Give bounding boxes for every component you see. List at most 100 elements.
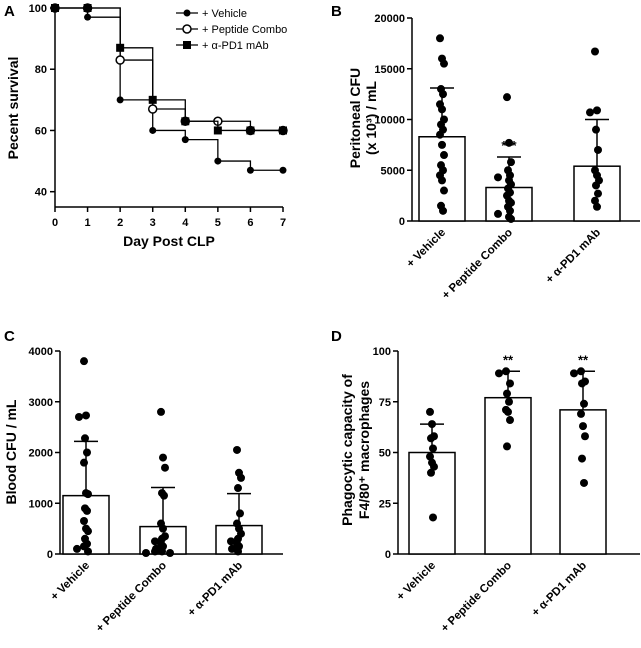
panel-d-category-label: + Vehicle xyxy=(395,560,439,604)
panel-a-point xyxy=(246,126,255,135)
panel-a-point xyxy=(83,4,92,12)
panel-d-category-label: + α-PD1 mAb xyxy=(530,560,589,619)
panel-d-data-point xyxy=(427,434,435,443)
panel-a-series-line-2 xyxy=(55,7,283,132)
panel-c-blood-chart: 0 1000 2000 3000 4000 + Vehicle + Peptide Comb… xyxy=(3,346,283,635)
panel-c-y-tick-label: 2000 xyxy=(29,448,53,460)
panel-c-data-point xyxy=(84,527,92,536)
panel-a-point xyxy=(181,136,189,144)
panel-a-point xyxy=(149,126,157,134)
panel-c-data-point xyxy=(83,448,91,457)
panel-a-x-tick-label: 6 xyxy=(247,217,253,229)
panel-b-data-point xyxy=(592,181,600,190)
panel-b-data-point xyxy=(505,138,513,147)
panel-c-data-point xyxy=(151,547,159,556)
panel-c-data-point xyxy=(228,544,236,553)
panel-d-data-point xyxy=(506,379,514,388)
panel-a-point xyxy=(116,43,125,52)
panel-c-y-tick-label: 1000 xyxy=(29,498,53,510)
panel-c-y-tick-label: 4000 xyxy=(29,346,53,358)
panel-d-data-point xyxy=(428,420,436,429)
panel-b-data-point xyxy=(507,158,515,167)
panel-a-y-tick-label: 100 xyxy=(29,3,47,15)
panel-c-data-point xyxy=(142,548,150,557)
panel-b-y-tick-label: 20000 xyxy=(374,13,405,25)
panel-a-point xyxy=(147,104,158,114)
panel-d-data-point xyxy=(578,379,586,388)
panel-a-point xyxy=(84,13,92,21)
panel-a-x-tick-label: 1 xyxy=(85,217,91,229)
panel-c-data-point xyxy=(151,537,159,546)
panel-c-data-point xyxy=(236,509,244,518)
panel-d-phagocytic-chart: 0 25 50 75 100 + Vehicle ** + Peptide Combo ** + … xyxy=(339,346,640,635)
panel-c-y-label: Blood CFU / mL xyxy=(3,399,19,504)
panel-b-data-point xyxy=(436,130,444,139)
panel-c-y-tick-label: 3000 xyxy=(29,397,53,409)
panel-c-category-label: + α-PD1 mAb xyxy=(186,560,245,619)
panel-b-data-point xyxy=(438,140,446,149)
panel-a-point xyxy=(213,126,222,135)
panel-b-data-point xyxy=(494,173,502,182)
panel-d-data-point xyxy=(502,367,510,376)
panel-b-data-point xyxy=(591,196,599,205)
panel-d-data-point xyxy=(430,462,438,471)
panel-a-y-label: Pecent survival xyxy=(5,57,21,160)
panel-a-x-tick-label: 4 xyxy=(182,217,189,229)
panel-d-data-point xyxy=(426,452,434,461)
panel-d-significance: ** xyxy=(578,352,589,367)
panel-b-y-tick-label: 10000 xyxy=(374,115,405,127)
panel-d-data-point xyxy=(577,409,585,418)
panel-d-data-point xyxy=(581,432,589,441)
panel-label-c: C xyxy=(4,328,15,345)
panel-c-data-point xyxy=(158,547,166,556)
panel-b-data-point xyxy=(591,47,599,56)
panel-c-data-point xyxy=(234,547,242,556)
panel-c-data-point xyxy=(81,434,89,443)
panel-d-data-point xyxy=(506,416,514,425)
panel-b-data-point xyxy=(586,108,594,117)
panel-c-data-point xyxy=(237,473,245,482)
panel-b-data-point xyxy=(507,214,515,223)
panel-d-data-point xyxy=(503,442,511,451)
panel-c-data-point xyxy=(80,357,88,366)
panel-c-data-point xyxy=(159,453,167,462)
panel-d-data-point xyxy=(504,407,512,416)
panel-c-data-point xyxy=(161,463,169,472)
panel-b-data-point xyxy=(438,176,446,185)
panel-c-data-point xyxy=(83,506,91,515)
panel-c-data-point xyxy=(73,544,81,553)
panel-b-data-point xyxy=(436,34,444,43)
panel-d-data-point xyxy=(429,444,437,453)
panel-d-data-point xyxy=(505,397,513,406)
panel-b-y-tick-label: 0 xyxy=(399,216,405,228)
panel-a-y-tick-label: 40 xyxy=(35,187,47,199)
panel-a-x-tick-label: 3 xyxy=(150,217,156,229)
panel-b-data-point xyxy=(594,189,602,198)
panel-d-y-label-line1: Phagocytic capacity of xyxy=(339,374,355,526)
panel-a-point xyxy=(116,96,124,104)
panel-d-y-tick-label: 25 xyxy=(379,498,391,510)
panel-d-y-tick-label: 0 xyxy=(385,549,391,561)
panel-label-a: A xyxy=(4,3,15,20)
panel-c-data-point xyxy=(80,517,88,526)
legend-marker-0 xyxy=(183,9,191,17)
panel-b-data-point xyxy=(503,93,511,102)
panel-a-legend: + Vehicle + Peptide Combo + α-PD1 mAb xyxy=(176,8,287,52)
panel-b-y-tick-label: 5000 xyxy=(381,165,405,177)
panel-d-data-point xyxy=(578,454,586,463)
panel-a-survival-chart: 40 60 80 100 0 1 2 3 4 5 6 7 + Vehicle + Peptide Co… xyxy=(5,3,288,249)
panel-a-point xyxy=(181,117,190,126)
panel-d-data-point xyxy=(427,468,435,477)
panel-a-point xyxy=(115,55,125,65)
panel-d-data-point xyxy=(503,389,511,398)
panel-c-y-tick-label: 0 xyxy=(47,549,53,561)
legend-label-0: + Vehicle xyxy=(202,8,247,20)
panel-label-d: D xyxy=(331,328,342,345)
legend-label-2: + α-PD1 mAb xyxy=(202,40,269,52)
panel-d-y-tick-label: 100 xyxy=(373,346,391,358)
panel-b-data-point xyxy=(440,59,448,68)
panel-b-data-point xyxy=(593,106,601,115)
panel-b-data-point xyxy=(440,151,448,160)
panel-d-y-label-line2: F4/80⁺ macrophages xyxy=(356,381,372,519)
